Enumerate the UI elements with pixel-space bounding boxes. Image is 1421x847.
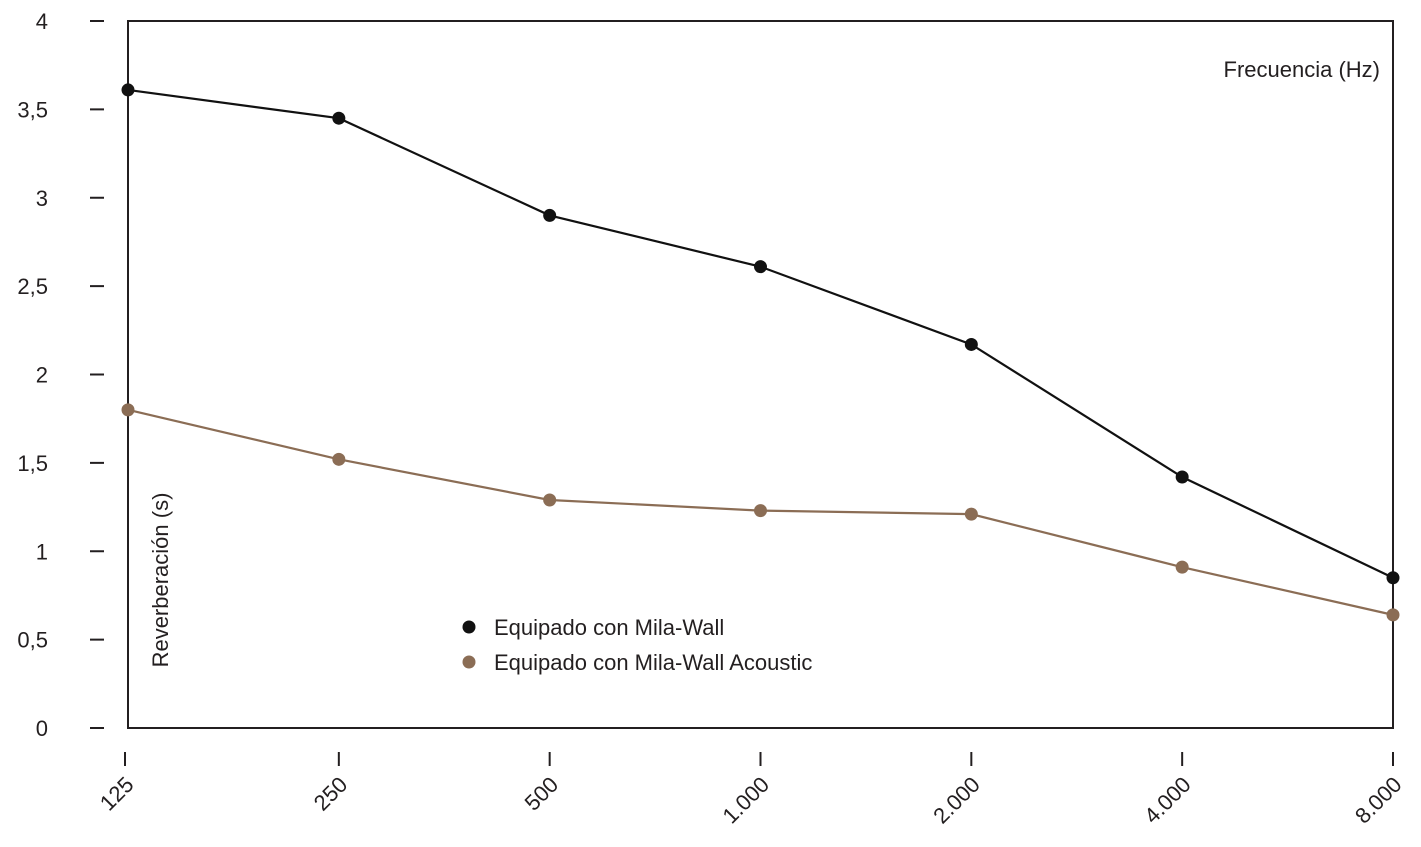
y-tick-label: 1 bbox=[36, 539, 48, 564]
x-tick-label: 2.000 bbox=[928, 772, 985, 829]
legend: Equipado con Mila-Wall Equipado con Mila-… bbox=[462, 615, 812, 675]
data-point bbox=[754, 504, 767, 518]
y-axis: 0 0,5 1 1,5 2 2,5 3 3,5 4 bbox=[17, 9, 104, 741]
data-point bbox=[1386, 571, 1400, 585]
x-axis: 125 250 500 1.000 2.000 4.000 8.000 bbox=[95, 752, 1407, 828]
data-point bbox=[332, 452, 346, 466]
y-tick-label: 3,5 bbox=[17, 97, 48, 122]
x-tick-label: 8.000 bbox=[1350, 772, 1407, 829]
legend-marker bbox=[462, 620, 476, 634]
data-point bbox=[543, 208, 557, 222]
plot-frame bbox=[127, 20, 1394, 729]
data-point bbox=[964, 507, 978, 521]
y-axis-title: Reverberación (s) bbox=[148, 493, 173, 668]
x-tick-label: 4.000 bbox=[1139, 772, 1196, 829]
x-tick-label: 1.000 bbox=[717, 772, 774, 829]
series-layer bbox=[121, 83, 1400, 622]
y-tick-label: 0 bbox=[36, 716, 48, 741]
legend-marker bbox=[462, 655, 476, 669]
x-axis-title: Frecuencia (Hz) bbox=[1224, 57, 1380, 82]
data-point bbox=[964, 337, 978, 351]
series-1 bbox=[121, 83, 1400, 585]
data-point bbox=[1175, 470, 1189, 484]
x-tick-label: 125 bbox=[95, 772, 139, 816]
data-point bbox=[1386, 608, 1400, 622]
data-point bbox=[1175, 560, 1189, 574]
y-tick-label: 2 bbox=[36, 363, 48, 388]
y-tick-label: 4 bbox=[36, 9, 48, 34]
x-tick-label: 500 bbox=[520, 772, 564, 816]
x-tick-label: 250 bbox=[309, 772, 353, 816]
data-point bbox=[543, 493, 557, 507]
legend-label: Equipado con Mila-Wall bbox=[494, 615, 724, 640]
y-tick-label: 3 bbox=[36, 186, 48, 211]
data-point bbox=[121, 403, 135, 417]
data-point bbox=[332, 111, 346, 125]
legend-label: Equipado con Mila-Wall Acoustic bbox=[494, 650, 812, 675]
data-point bbox=[754, 260, 767, 274]
series-2 bbox=[121, 403, 1400, 622]
data-point bbox=[121, 83, 135, 97]
y-tick-label: 1,5 bbox=[17, 451, 48, 476]
y-tick-label: 2,5 bbox=[17, 274, 48, 299]
y-tick-label: 0,5 bbox=[17, 628, 48, 653]
